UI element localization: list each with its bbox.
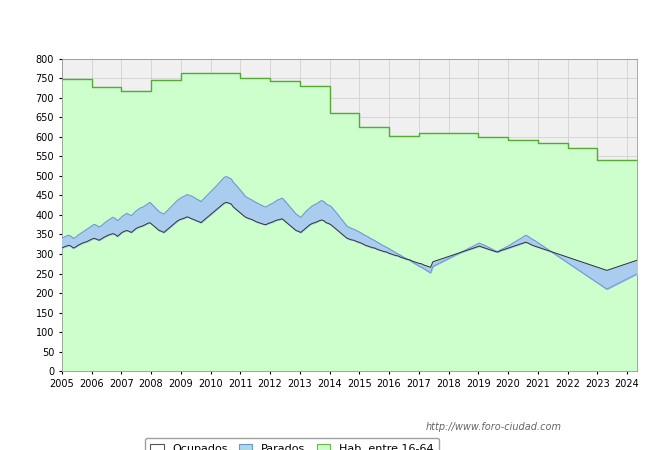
Text: http://www.foro-ciudad.com: http://www.foro-ciudad.com [426,423,562,432]
Text: Chiclana de Segura - Evolucion de la poblacion en edad de Trabajar Mayo de 2024: Chiclana de Segura - Evolucion de la pob… [81,17,569,30]
Legend: Ocupados, Parados, Hab. entre 16-64: Ocupados, Parados, Hab. entre 16-64 [145,438,439,450]
